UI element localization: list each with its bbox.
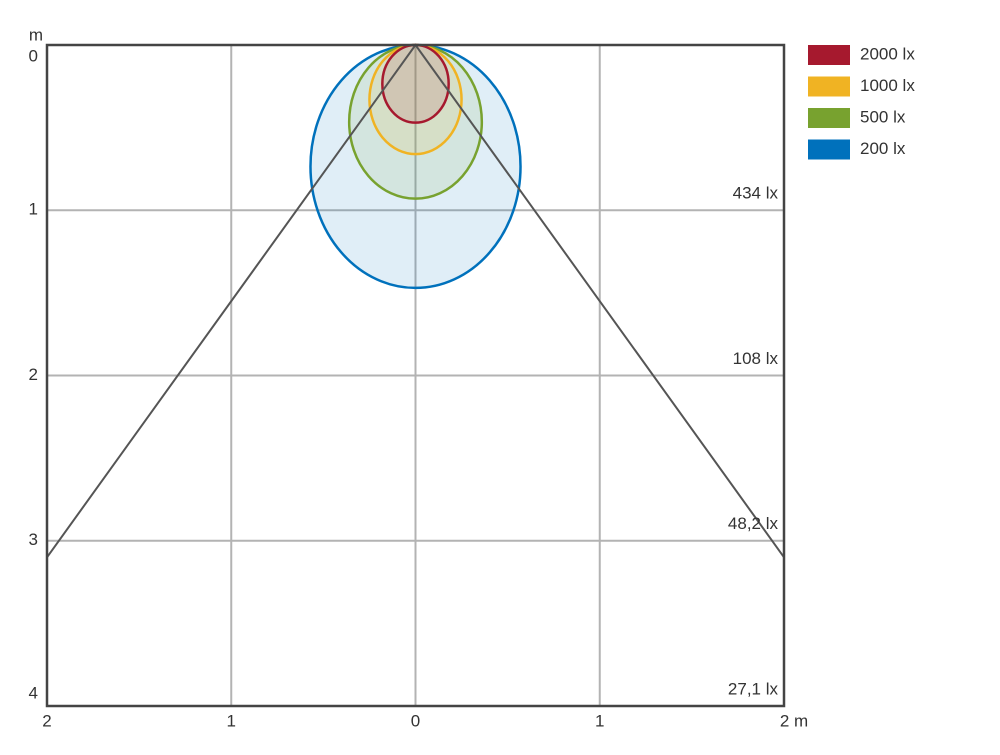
x-tick-label: 1 xyxy=(227,711,236,730)
y-axis-label: m xyxy=(29,25,43,44)
isolux-contour xyxy=(381,43,450,124)
legend-label: 1000 lx xyxy=(860,76,915,95)
y-tick-label: 2 xyxy=(29,365,38,384)
legend-label: 500 lx xyxy=(860,107,906,126)
plot-frame xyxy=(45,43,786,708)
y-tick-label: 3 xyxy=(29,530,38,549)
y-tick-label: 1 xyxy=(29,200,38,219)
x-tick-label: 2 xyxy=(42,711,51,730)
legend-label: 200 lx xyxy=(860,139,906,158)
x-tick-label: 0 xyxy=(411,711,420,730)
legend-swatch xyxy=(808,45,850,65)
illuminance-label: 27,1 lx xyxy=(728,679,779,698)
legend-swatch xyxy=(808,108,850,128)
legend-label: 2000 lx xyxy=(860,44,915,63)
illuminance-label: 48,2 lx xyxy=(728,514,779,533)
y-tick-label: 0 xyxy=(29,46,38,65)
illuminance-label: 108 lx xyxy=(733,349,779,368)
illuminance-label: 434 lx xyxy=(733,184,779,203)
legend-swatch xyxy=(808,139,850,160)
x-tick-label: 2 m xyxy=(780,711,808,730)
x-tick-label: 1 xyxy=(595,711,604,730)
legend-swatch xyxy=(808,76,850,97)
y-tick-label: 4 xyxy=(29,683,38,702)
